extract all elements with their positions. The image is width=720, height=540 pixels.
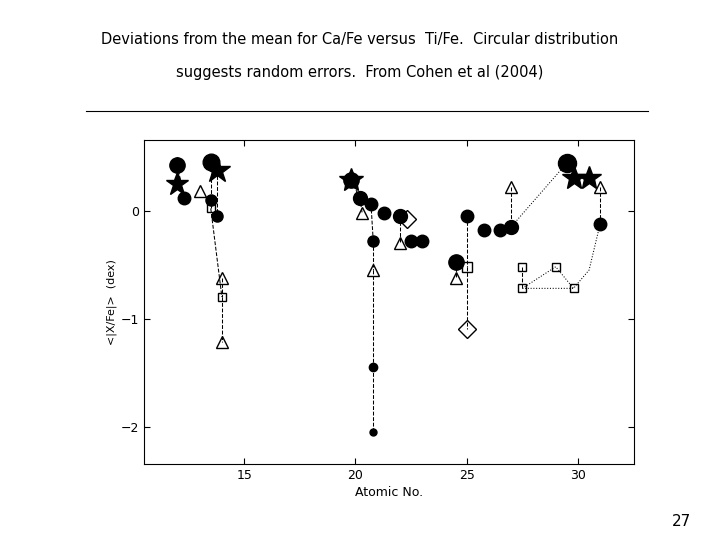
X-axis label: Atomic No.: Atomic No. bbox=[355, 487, 423, 500]
Text: suggests random errors.  From Cohen et al (2004): suggests random errors. From Cohen et al… bbox=[176, 65, 544, 80]
Text: Deviations from the mean for Ca/Fe versus  Ti/Fe.  Circular distribution: Deviations from the mean for Ca/Fe versu… bbox=[102, 32, 618, 48]
Text: 27: 27 bbox=[672, 514, 691, 529]
Y-axis label: <|X/Fe|>  (dex): <|X/Fe|> (dex) bbox=[106, 259, 117, 346]
